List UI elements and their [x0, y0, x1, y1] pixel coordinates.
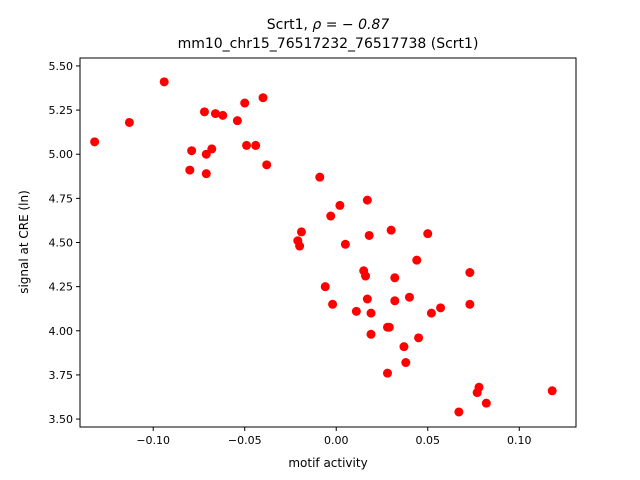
data-point	[340, 239, 350, 249]
data-point	[251, 140, 261, 150]
data-point	[426, 308, 436, 318]
data-point	[454, 407, 464, 417]
data-point	[159, 77, 169, 87]
x-tick-label: 0.05	[415, 434, 440, 447]
y-tick-label: 4.00	[49, 325, 74, 338]
data-point	[412, 255, 422, 265]
data-point	[423, 229, 433, 239]
y-tick-label: 3.50	[49, 413, 74, 426]
data-point	[364, 230, 374, 240]
y-tick-label: 5.25	[49, 104, 74, 117]
data-point	[218, 110, 228, 120]
data-point	[547, 386, 557, 396]
x-tick-label: 0.00	[324, 434, 349, 447]
x-axis-label: motif activity	[288, 456, 367, 470]
data-point	[362, 195, 372, 205]
data-point	[210, 109, 220, 119]
data-point	[232, 116, 242, 126]
data-point	[390, 273, 400, 283]
data-point	[295, 241, 305, 251]
data-point	[436, 303, 446, 313]
data-point	[187, 146, 197, 156]
data-point	[124, 117, 134, 127]
data-point	[90, 137, 100, 147]
data-point	[465, 268, 475, 278]
data-point	[472, 388, 482, 398]
data-point	[201, 169, 211, 179]
data-point	[199, 107, 209, 117]
data-point	[320, 282, 330, 292]
data-point	[401, 358, 411, 368]
data-point	[351, 306, 361, 316]
y-tick-label: 4.25	[49, 281, 74, 294]
x-tick-label: 0.10	[507, 434, 532, 447]
data-point	[240, 98, 250, 108]
data-point	[207, 144, 217, 154]
data-point	[399, 342, 409, 352]
data-point	[366, 308, 376, 318]
data-points	[90, 77, 557, 417]
y-axis-ticks: 3.50 3.75 4.00 4.25 4.50 4.75 5.00 5.25 5.50	[49, 60, 80, 426]
y-tick-label: 5.50	[49, 60, 74, 73]
data-point	[326, 211, 336, 221]
x-tick-label: −0.10	[136, 434, 170, 447]
data-point	[262, 160, 272, 170]
y-tick-label: 5.00	[49, 148, 74, 161]
data-point	[315, 172, 325, 182]
y-tick-label: 4.50	[49, 237, 74, 250]
chart-title: Scrt1, ρ = − 0.87	[267, 17, 390, 33]
data-point	[481, 398, 491, 408]
data-point	[258, 93, 268, 103]
x-axis-ticks: −0.10 −0.05 0.00 0.05 0.10	[136, 427, 532, 447]
y-tick-label: 3.75	[49, 369, 74, 382]
data-point	[414, 333, 424, 343]
x-tick-label: −0.05	[228, 434, 262, 447]
data-point	[386, 225, 396, 235]
data-point	[366, 329, 376, 339]
data-point	[361, 271, 371, 281]
data-point	[242, 140, 252, 150]
data-point	[328, 299, 338, 309]
data-point	[335, 200, 345, 210]
y-tick-label: 4.75	[49, 192, 74, 205]
data-point	[465, 299, 475, 309]
data-point	[296, 227, 306, 237]
data-point	[185, 165, 195, 175]
plot-area-frame	[79, 57, 577, 428]
y-axis-label: signal at CRE (ln)	[17, 190, 31, 294]
data-point	[384, 322, 394, 332]
chart-subtitle: mm10_chr15_76517232_76517738 (Scrt1)	[178, 36, 479, 52]
data-point	[390, 296, 400, 306]
data-point	[404, 292, 414, 302]
data-point	[382, 368, 392, 378]
data-point	[362, 294, 372, 304]
